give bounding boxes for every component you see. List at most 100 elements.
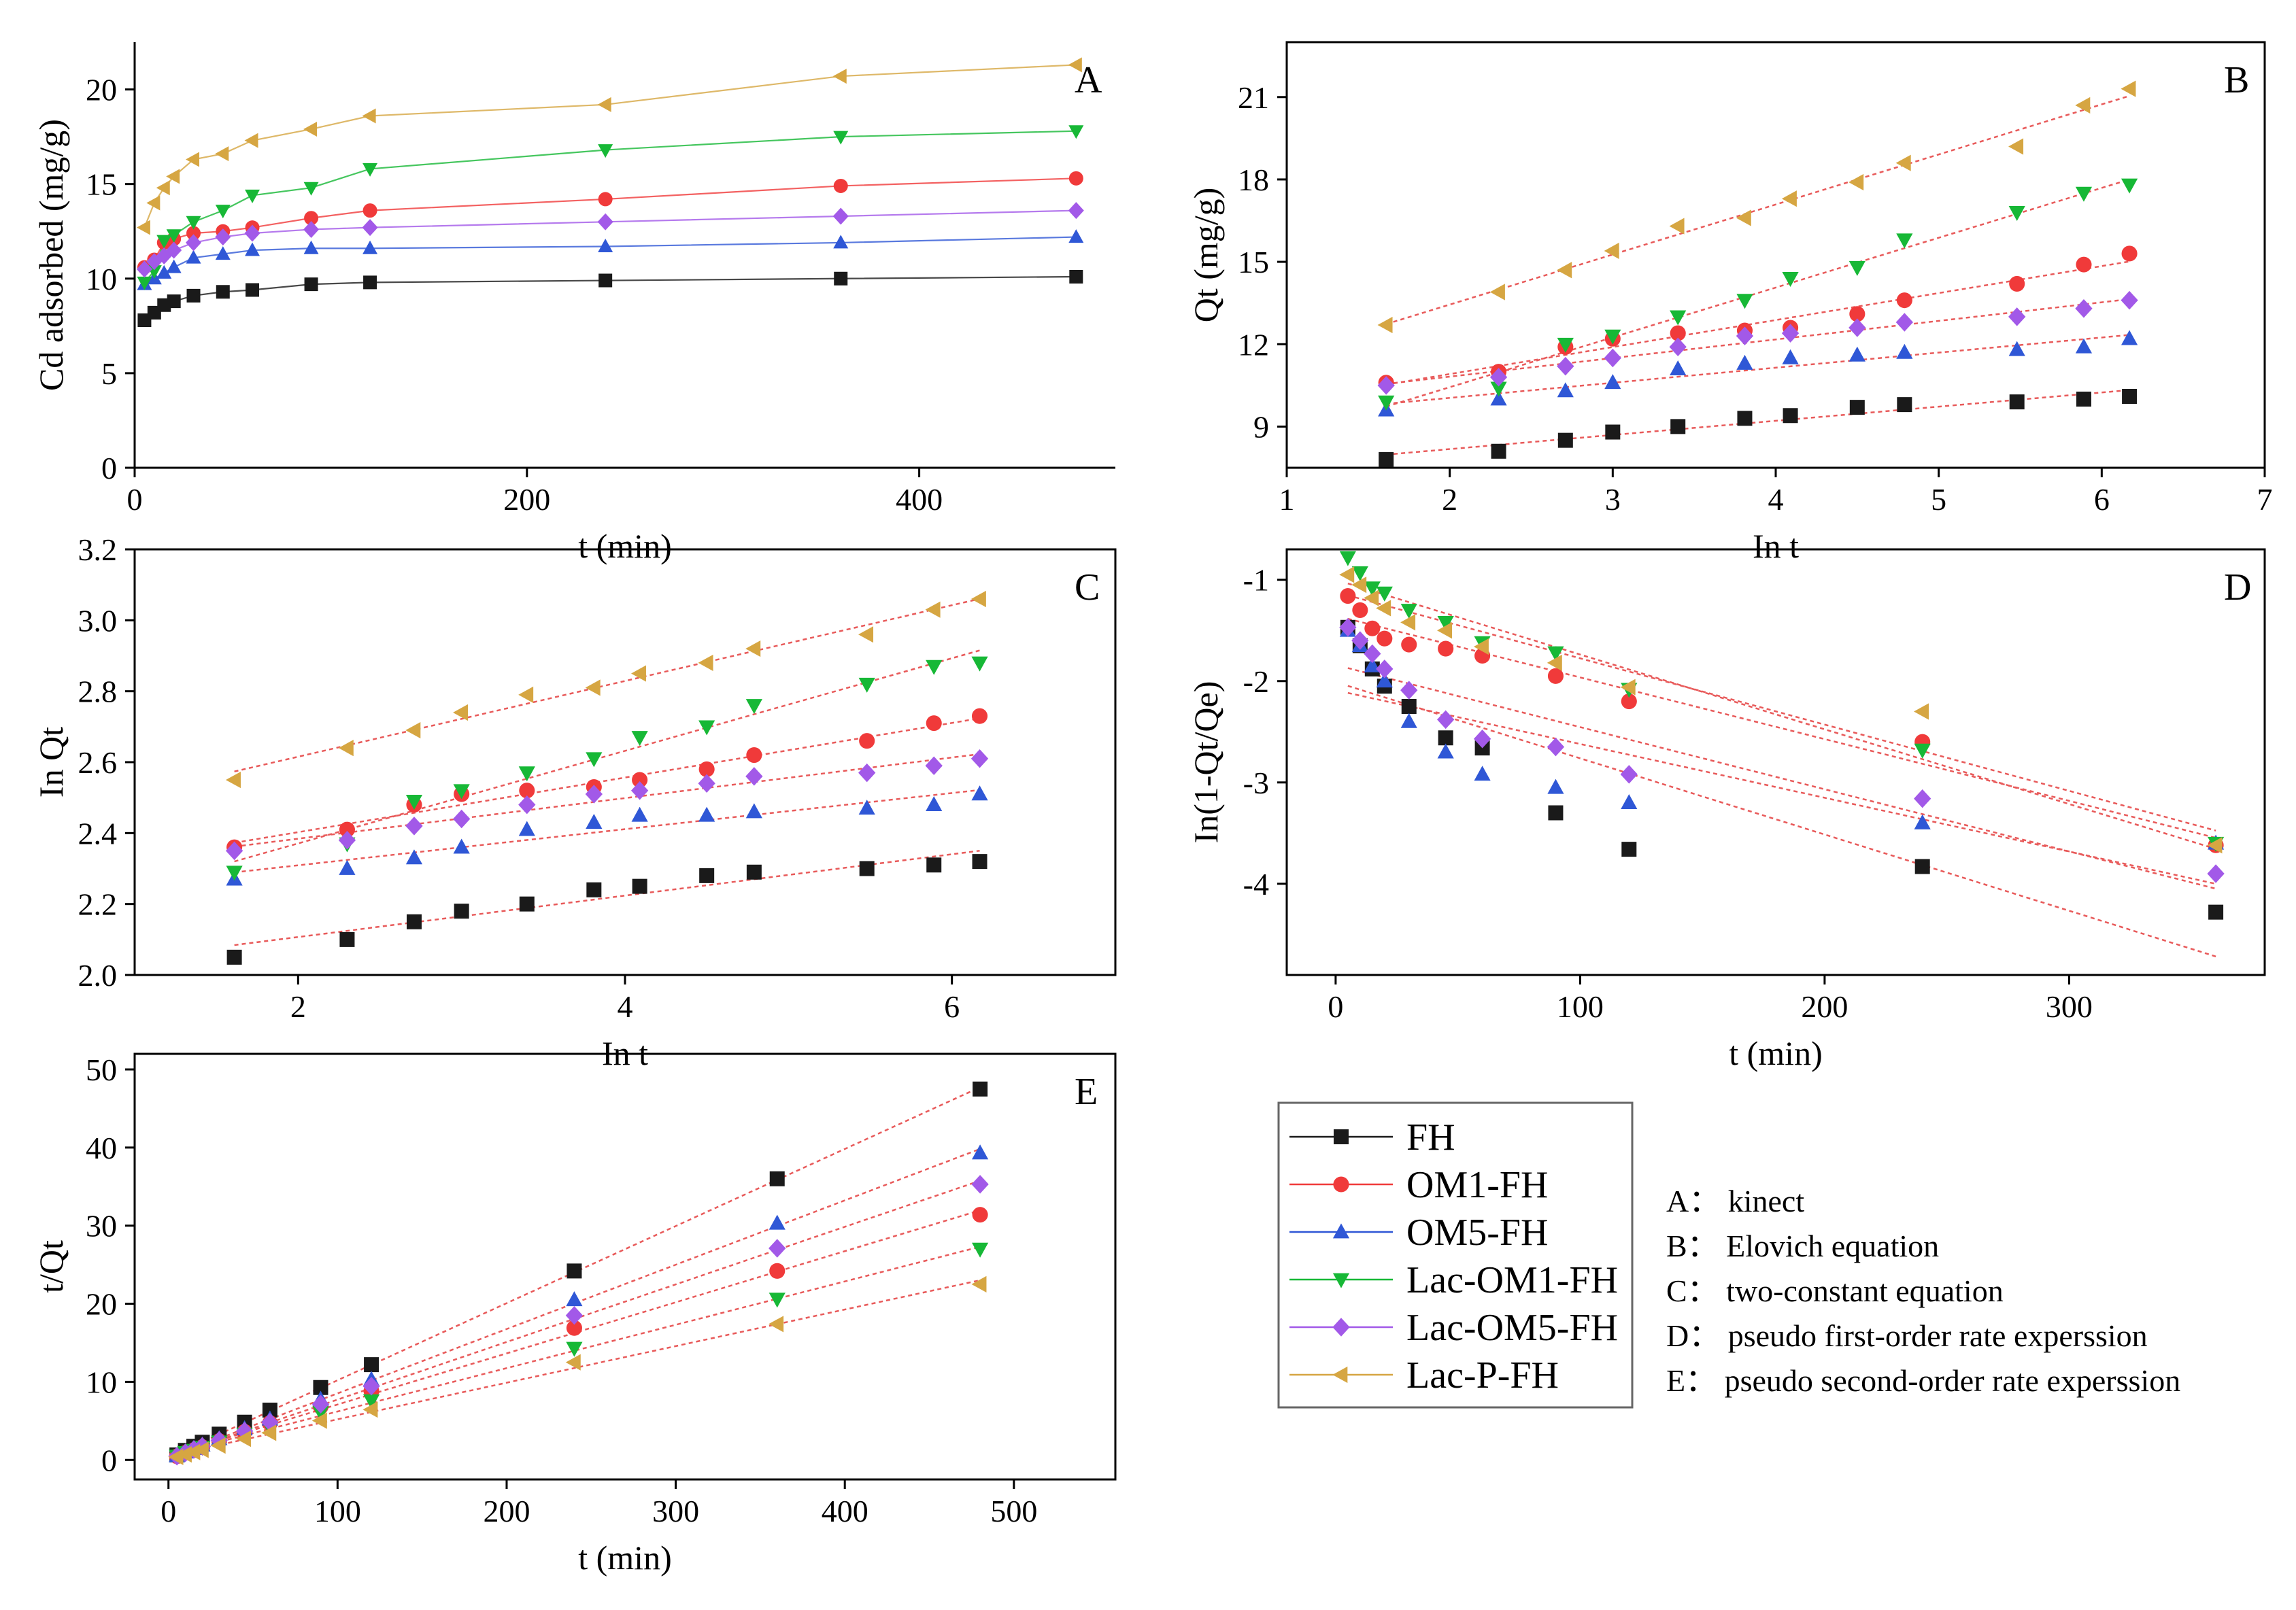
- series-fh: [169, 1081, 988, 1462]
- data-point: [1068, 57, 1082, 73]
- data-point: [2075, 186, 2093, 202]
- legend-label: OM5-FH: [1406, 1212, 1548, 1254]
- series-om5-fh: [1339, 621, 2225, 850]
- data-point: [311, 1412, 327, 1429]
- data-point: [1437, 615, 1454, 631]
- data-point: [1669, 218, 1685, 235]
- data-point: [304, 211, 319, 226]
- data-point: [2008, 307, 2026, 326]
- data-point: [262, 1403, 277, 1418]
- x-tick-label: 3: [1605, 482, 1621, 517]
- data-point: [339, 859, 356, 875]
- data-point: [1548, 805, 1564, 821]
- data-point: [745, 699, 762, 715]
- panel-letter: B: [2224, 59, 2249, 101]
- y-tick-label: 21: [1238, 80, 1269, 115]
- data-point: [598, 238, 613, 252]
- data-point: [156, 180, 170, 196]
- data-point: [1848, 318, 1866, 337]
- data-point: [630, 665, 646, 682]
- data-point: [226, 949, 242, 965]
- legend-box: [1277, 1101, 1634, 1409]
- data-point: [245, 189, 260, 203]
- y-tick-label: 2.0: [78, 958, 118, 993]
- series-lac-p-fh: [168, 1275, 987, 1465]
- y-tick-label: 2.8: [78, 674, 118, 709]
- y-tick-label: 2.4: [78, 816, 118, 851]
- fit-line-fh: [1347, 685, 2216, 957]
- y-tick-label: 3.0: [78, 603, 118, 638]
- data-point: [1620, 679, 1636, 696]
- caption-line-b: B： Elovich equation: [1666, 1229, 1939, 1263]
- data-point: [1848, 173, 1864, 191]
- x-tick-label: 2: [290, 989, 306, 1024]
- legend-label: Lac-OM1-FH: [1406, 1259, 1618, 1301]
- x-tick-label: 0: [161, 1494, 176, 1528]
- chart-panel-c: 2 4 62.02.22.42.62.83.03.2In tIn QtC: [32, 532, 1117, 1072]
- data-point: [156, 235, 172, 249]
- data-point: [858, 763, 876, 783]
- data-point: [2207, 864, 2225, 883]
- data-point: [1068, 229, 1084, 243]
- data-point: [832, 207, 849, 225]
- data-point: [631, 806, 648, 822]
- data-point: [1670, 310, 1687, 326]
- legend-label: Lac-OM5-FH: [1406, 1307, 1618, 1349]
- data-point: [519, 896, 535, 912]
- data-point: [453, 704, 469, 721]
- y-tick-label: 20: [86, 73, 117, 107]
- data-point: [215, 228, 231, 246]
- data-point: [1557, 356, 1574, 376]
- data-point: [519, 783, 535, 799]
- data-point: [1068, 202, 1084, 220]
- data-point: [176, 1446, 192, 1463]
- data-point: [971, 708, 988, 724]
- x-tick-label: 0: [127, 482, 143, 517]
- data-point: [168, 1448, 184, 1465]
- y-tick-label: -4: [1243, 867, 1269, 902]
- data-point: [1340, 588, 1356, 604]
- data-point: [1781, 190, 1797, 207]
- fit-line-lac-p-fh: [234, 598, 980, 772]
- data-point: [586, 882, 602, 897]
- data-point: [1400, 614, 1416, 631]
- fit-line-fh: [176, 1086, 981, 1454]
- data-point: [1490, 390, 1507, 406]
- data-point: [1849, 306, 1866, 322]
- axes-frame: [133, 1052, 1117, 1481]
- data-point: [216, 285, 230, 299]
- data-point: [2121, 80, 2136, 97]
- data-point: [362, 240, 378, 254]
- y-tick-label: 15: [86, 167, 117, 202]
- data-point: [186, 152, 200, 167]
- data-point: [1896, 233, 1913, 249]
- data-point: [970, 749, 989, 768]
- data-point: [185, 1443, 201, 1460]
- data-point: [2075, 299, 2093, 318]
- legend-marker: [1332, 1273, 1350, 1288]
- data-point: [585, 679, 601, 696]
- data-point: [1473, 638, 1489, 655]
- data-point: [246, 283, 260, 297]
- data-point: [698, 654, 713, 672]
- legend-entry-om1-fh: OM1-FH: [1289, 1164, 1548, 1206]
- data-point: [1547, 646, 1564, 662]
- series-om1-fh: [226, 708, 988, 855]
- data-point: [215, 146, 229, 162]
- data-point: [1068, 125, 1084, 139]
- data-point: [1781, 324, 1800, 343]
- data-point: [1490, 381, 1507, 397]
- legend-entry-fh: FH: [1289, 1116, 1455, 1159]
- x-tick-label: 7: [2257, 482, 2273, 517]
- y-tick-label: 20: [86, 1287, 117, 1322]
- data-point: [1848, 346, 1866, 362]
- data-point: [2009, 394, 2025, 410]
- legend-marker: [1332, 1223, 1350, 1239]
- data-point: [1400, 713, 1417, 728]
- data-point: [631, 731, 648, 747]
- data-point: [971, 656, 988, 672]
- data-point: [406, 914, 422, 929]
- x-tick-label: 4: [618, 989, 633, 1024]
